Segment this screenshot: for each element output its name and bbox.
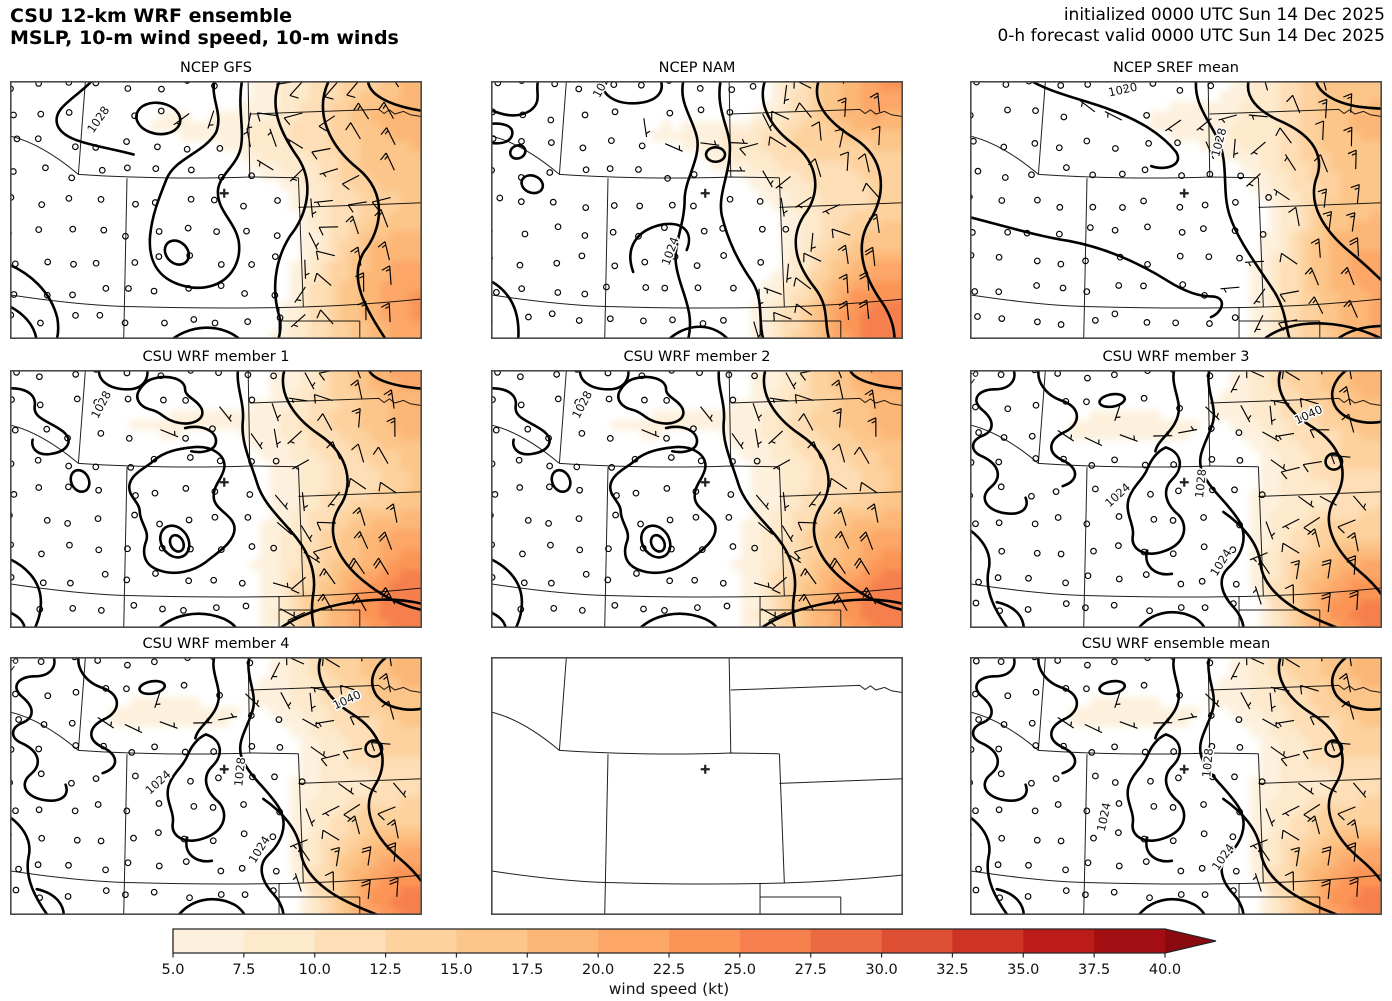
svg-text:12.5: 12.5 [369,962,401,978]
colorbar-label: wind speed (kt) [609,980,729,998]
init-time-text: initialized 0000 UTC Sun 14 Dec 2025 [1063,5,1385,25]
map-panel-ncep-sref-mean: 1020 1028 [970,81,1382,339]
svg-text:35.0: 35.0 [1007,962,1039,978]
panel-title-member-3: CSU WRF member 3 [1102,349,1250,365]
svg-text:1028: 1028 [231,756,248,787]
map-panel-ncep-nam: 1024 1024 [491,81,903,339]
map-panel-ncep-gfs: 1028 [10,81,422,339]
svg-text:17.5: 17.5 [511,962,543,978]
svg-text:5.0: 5.0 [161,962,184,978]
svg-text:37.5: 37.5 [1078,962,1110,978]
svg-text:1028: 1028 [1199,748,1215,778]
colorbar: 5.0 7.5 10.0 12.5 15.0 17.5 20.0 22.5 25.0 27.5 30… [0,923,1392,1001]
map-panel-member-2: 1028 [491,370,903,628]
wind-speed-fill-layer [611,370,903,628]
station-plus-marker [1179,188,1189,198]
map-svg [491,657,903,915]
station-plus-marker [219,477,229,487]
svg-text:15.0: 15.0 [440,962,472,978]
panel-spine [491,370,903,628]
wind-barbs-layer [10,81,400,328]
wind-barbs-layer [491,370,879,627]
panel-title-ncep-gfs: NCEP GFS [179,60,252,76]
svg-text:7.5: 7.5 [232,962,255,978]
svg-text:40.0: 40.0 [1149,962,1181,978]
wind-barbs-layer [10,657,407,902]
state-borders [491,657,903,915]
mslp-contours [970,657,1382,915]
svg-text:22.5: 22.5 [653,962,685,978]
panel-title-empty [491,634,903,654]
mslp-contours [10,370,422,628]
panel-spine [970,657,1382,915]
figure-timestamp: initialized 0000 UTC Sun 14 Dec 2025 0-h … [997,5,1385,47]
station-plus-marker [1179,764,1189,774]
panel-title-ncep-sref-mean: NCEP SREF mean [1113,60,1239,76]
station-plus-marker [219,764,229,774]
mslp-contours [491,81,895,339]
panel-spine [970,370,1382,628]
panel-spine [10,81,422,339]
wind-barbs-layer [970,370,1367,615]
state-borders [10,81,422,339]
mslp-contours [10,657,422,915]
panel-spine [10,370,422,628]
svg-text:1028: 1028 [1192,468,1209,499]
station-plus-marker [1179,477,1189,487]
colorbar-outline [172,928,1217,954]
map-panel-member-1: 1028 [10,370,422,628]
map-svg: 1028 [10,370,422,628]
state-borders [491,81,903,339]
panel-title-member-2: CSU WRF member 2 [623,349,771,365]
valid-time-text: 0-h forecast valid 0000 UTC Sun 14 Dec 2… [997,26,1385,46]
map-svg: 1028 [491,370,903,628]
svg-text:27.5: 27.5 [795,962,827,978]
map-panel-empty [491,657,903,915]
panel-spine [970,81,1382,339]
panel-spine [10,657,422,915]
figure-title: CSU 12-km WRF ensemble MSLP, 10-m wind sp… [10,5,399,49]
colorbar-svg: 5.0 7.5 10.0 12.5 15.0 17.5 20.0 22.5 25.0 27.5 30… [161,928,1217,998]
panel-title-member-1: CSU WRF member 1 [142,349,290,365]
panel-title-member-4: CSU WRF member 4 [142,636,290,652]
station-plus-marker [219,188,229,198]
state-borders [491,370,903,628]
colorbar-ticks: 5.0 7.5 10.0 12.5 15.0 17.5 20.0 22.5 25.0 27.5 30… [161,953,1181,978]
svg-text:10.0: 10.0 [299,962,331,978]
colorbar-extend-arrow [1165,929,1216,953]
state-borders [970,81,1382,339]
svg-text:20.0: 20.0 [582,962,614,978]
station-plus-marker [700,188,710,198]
wind-speed-fill-layer [110,657,422,915]
wind-speed-fill-layer [130,370,422,628]
mslp-contours [491,370,903,628]
wind-barbs-layer [491,81,881,339]
svg-text:25.0: 25.0 [724,962,756,978]
station-plus-marker [700,764,710,774]
mslp-contours [970,370,1382,628]
figure-title-line2: MSLP, 10-m wind speed, 10-m winds [10,27,399,49]
panel-spine [491,657,903,915]
colorbar-segments [173,929,1166,953]
wind-barbs-layer [970,81,1360,333]
panel-spine [491,81,903,339]
map-svg: 1028 [10,81,422,339]
panel-title-ncep-nam: NCEP NAM [658,60,736,76]
figure-title-line1: CSU 12-km WRF ensemble [10,5,292,27]
map-panel-ensemble-mean: 1028 1024 1024 [970,657,1382,915]
svg-text:30.0: 30.0 [865,962,897,978]
panel-title-ensemble-mean: CSU WRF ensemble mean [1081,636,1271,652]
station-plus-marker [700,477,710,487]
svg-text:32.5: 32.5 [936,962,968,978]
